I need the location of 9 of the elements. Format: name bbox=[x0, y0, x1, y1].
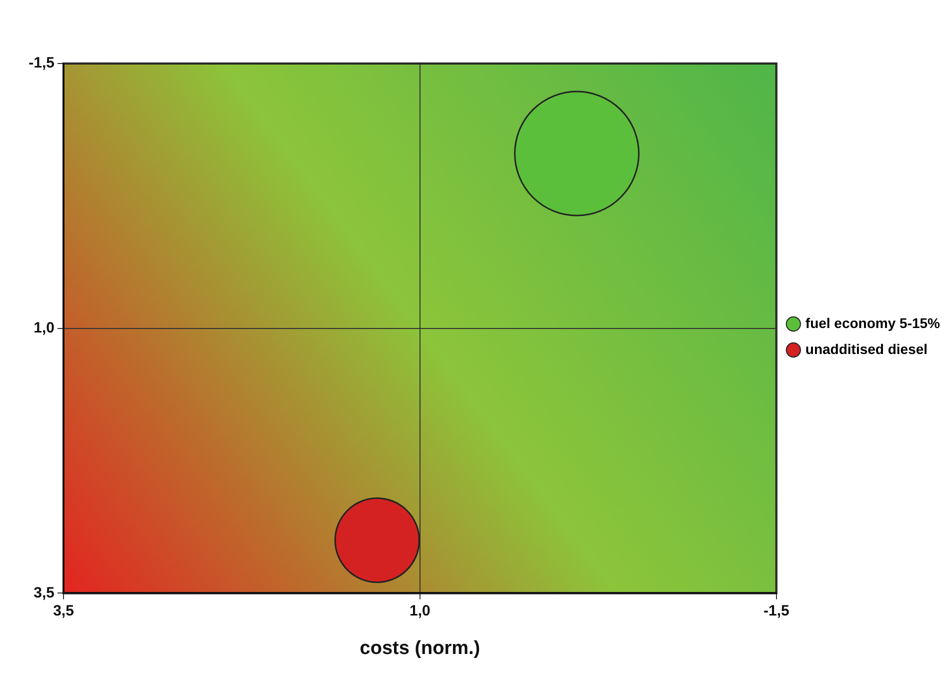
y-tick-label: -1,5 bbox=[28, 54, 54, 72]
y-tick-label: 1,0 bbox=[34, 319, 54, 336]
x-tick-label: 1,0 bbox=[410, 602, 430, 620]
legend-label: fuel economy 5-15% bbox=[805, 314, 941, 331]
y-tick-label: 3,5 bbox=[34, 584, 54, 602]
x-axis-title: costs (norm.) bbox=[360, 638, 480, 659]
x-tick-label: 3,5 bbox=[53, 602, 74, 620]
x-tick-label: -1,5 bbox=[763, 602, 790, 620]
legend-label: unadditised diesel bbox=[805, 340, 928, 357]
